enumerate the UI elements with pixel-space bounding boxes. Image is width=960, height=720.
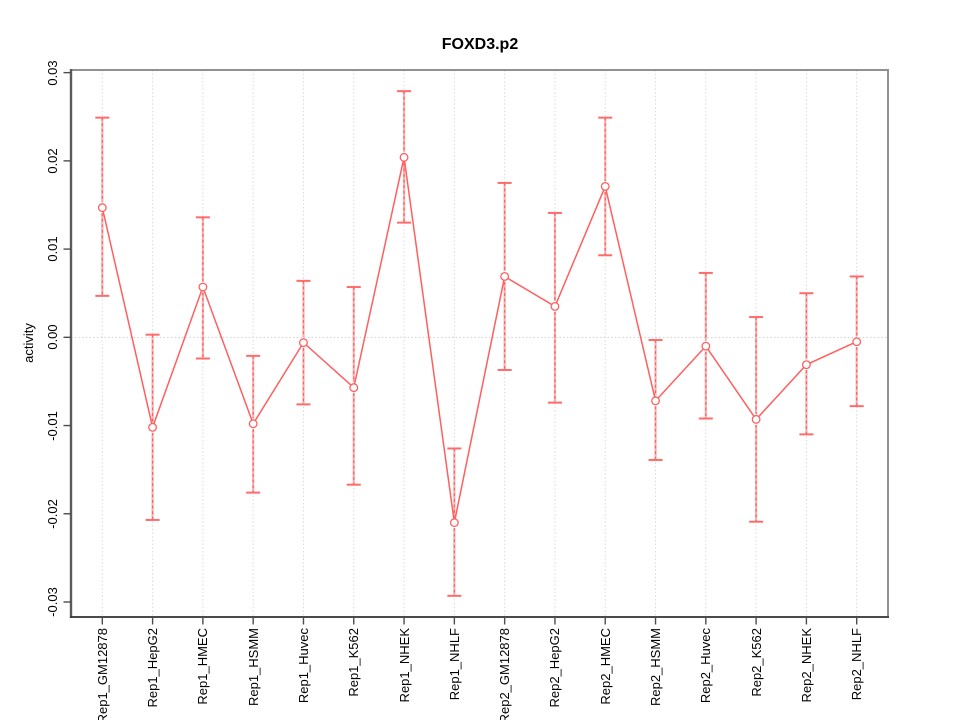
data-point-marker [852,337,862,347]
data-point-marker [651,396,660,406]
x-tick-label: Rep2_HepG2 [547,628,563,708]
y-tick-label: -0.01 [45,410,60,441]
x-tick-label: Rep1_HSMM [245,628,261,707]
x-tick-label: Rep1_HMEC [195,628,211,705]
x-tick-label: Rep2_NHEK [798,628,814,703]
data-point-marker [399,152,409,162]
data-point-marker [449,518,459,528]
data-point-marker [550,301,560,311]
y-tick-label: 0.02 [45,148,60,174]
y-tick-label: 0.00 [45,324,60,350]
data-point-marker [751,414,761,424]
x-tick-label: Rep2_HSMM [648,628,664,707]
x-tick-label: Rep2_GM12878 [497,628,513,720]
y-tick-label: -0.03 [45,587,60,617]
data-point-marker [801,360,811,370]
chart-title: FOXD3.p2 [441,36,519,53]
y-tick-label: -0.02 [45,498,60,529]
x-tick-label: Rep2_NHLF [849,628,865,701]
data-point-marker [600,182,610,191]
data-point-marker [701,341,711,351]
data-point-marker [299,338,308,348]
series-line [101,157,858,523]
x-tick-label: Rep1_GM12878 [94,628,110,720]
y-tick-label: 0.03 [45,59,60,86]
data-point-marker [349,383,359,393]
y-tick-label: 0.01 [45,236,60,262]
x-tick-label: Rep2_HMEC [597,628,613,705]
data-point-marker [148,422,158,432]
x-tick-label: Rep1_NHLF [446,628,462,701]
x-tick-label: Rep1_K562 [346,628,362,697]
x-tick-label: Rep1_Huvec [295,628,311,704]
x-tick-label: Rep2_K562 [748,628,764,697]
data-point-marker [198,282,208,292]
x-tick-label: Rep1_NHEK [396,628,412,703]
x-tick-label: Rep1_HepG2 [145,628,161,708]
data-point-marker [97,203,107,213]
x-tick-label: Rep2_Huvec [698,628,714,704]
data-point-marker [500,271,510,281]
data-point-marker [248,419,258,429]
plot-box [70,69,889,618]
